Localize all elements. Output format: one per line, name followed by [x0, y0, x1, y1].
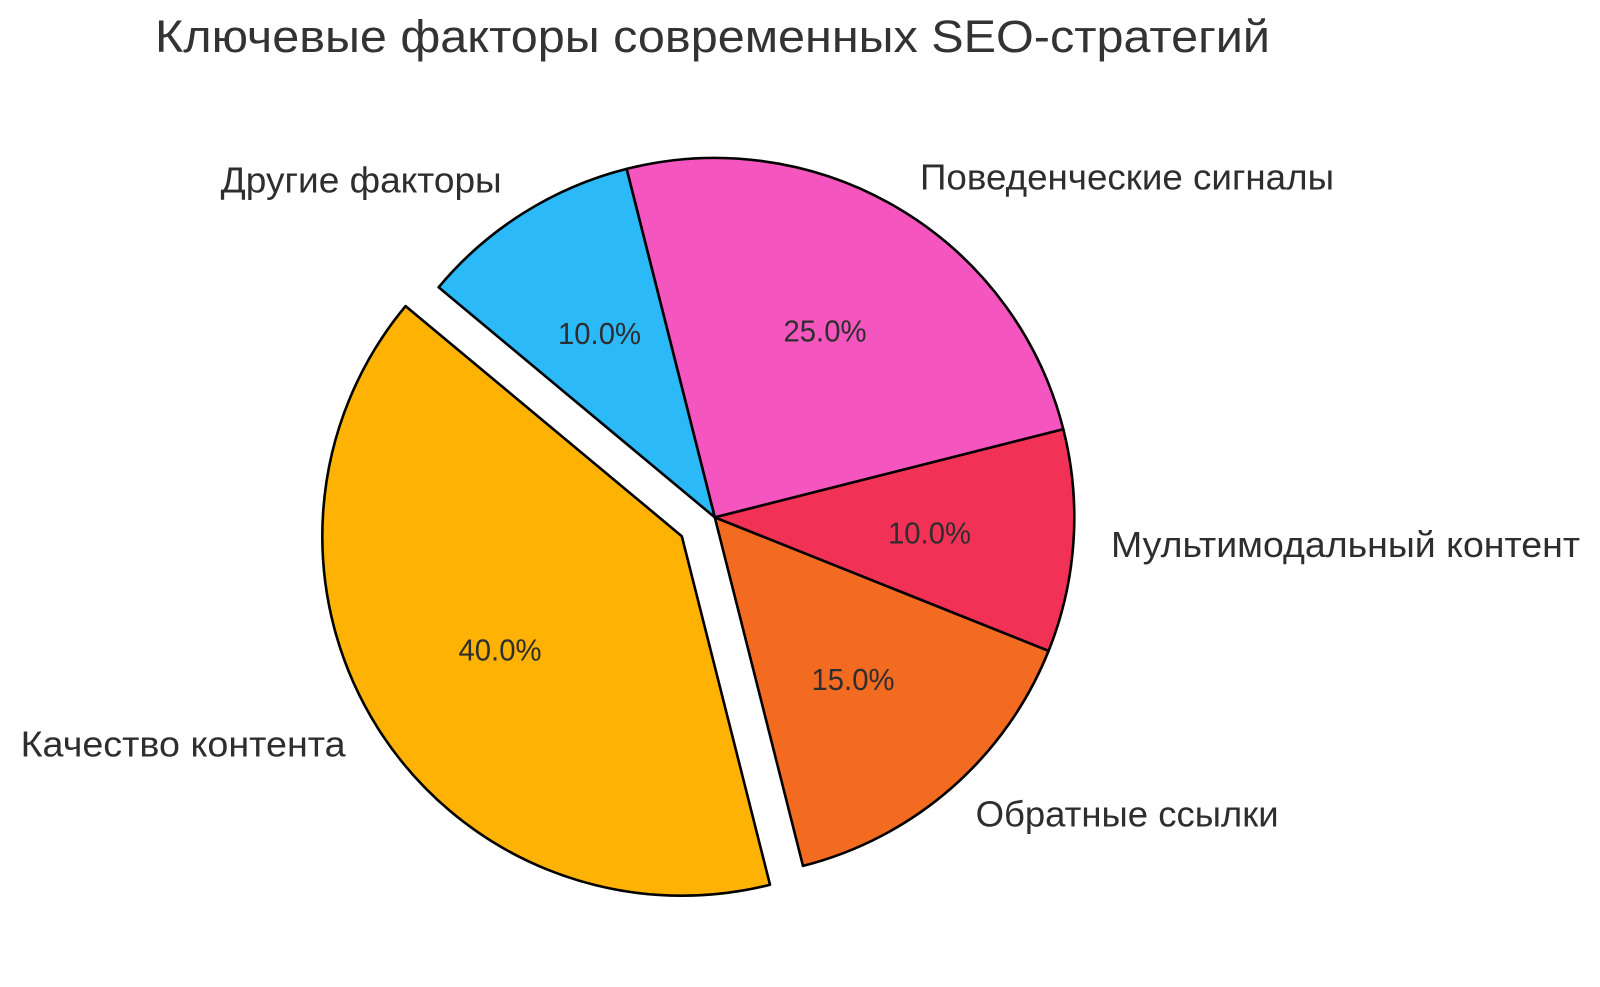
svg-text:Поведенческие сигналы: Поведенческие сигналы — [920, 157, 1334, 198]
svg-text:40.0%: 40.0% — [459, 633, 542, 667]
svg-text:10.0%: 10.0% — [558, 317, 641, 351]
svg-text:Ключевые факторы современных S: Ключевые факторы современных SEO-стратег… — [155, 11, 1270, 62]
svg-text:Другие факторы: Другие факторы — [221, 160, 502, 201]
svg-text:Качество контента: Качество контента — [21, 723, 347, 764]
svg-text:Обратные ссылки: Обратные ссылки — [976, 793, 1279, 834]
svg-text:Мультимодальный контент: Мультимодальный контент — [1111, 524, 1580, 565]
svg-text:10.0%: 10.0% — [888, 516, 971, 550]
svg-text:15.0%: 15.0% — [812, 663, 895, 697]
svg-text:25.0%: 25.0% — [784, 315, 867, 349]
